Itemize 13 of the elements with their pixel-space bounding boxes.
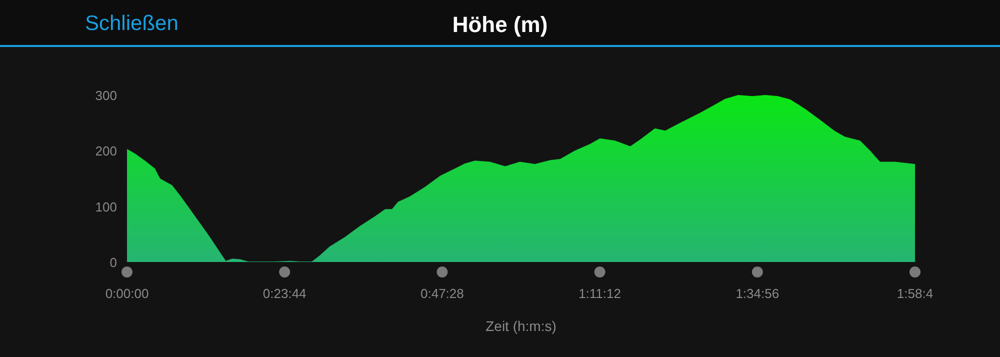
text: Schließen <box>85 12 178 35</box>
x-tick-label: 1:58:4 <box>896 286 934 301</box>
y-tick-label: 300 <box>95 88 117 103</box>
x-tick-label: 0:00:00 <box>105 286 149 301</box>
y-tick-label: 100 <box>95 199 117 214</box>
y-tick-label: 200 <box>95 144 117 159</box>
x-tick-label: 0:47:28 <box>420 286 464 301</box>
x-tick-label: 1:11:12 <box>578 286 622 301</box>
x-tick-label: 1:34:56 <box>736 286 780 301</box>
chart-title: Höhe (m) <box>452 12 548 37</box>
x-tick-label: 0:23:44 <box>262 286 306 301</box>
y-tick-label: 0 <box>110 255 117 270</box>
x-axis-title: Zeit (h:m:s) <box>486 318 556 334</box>
